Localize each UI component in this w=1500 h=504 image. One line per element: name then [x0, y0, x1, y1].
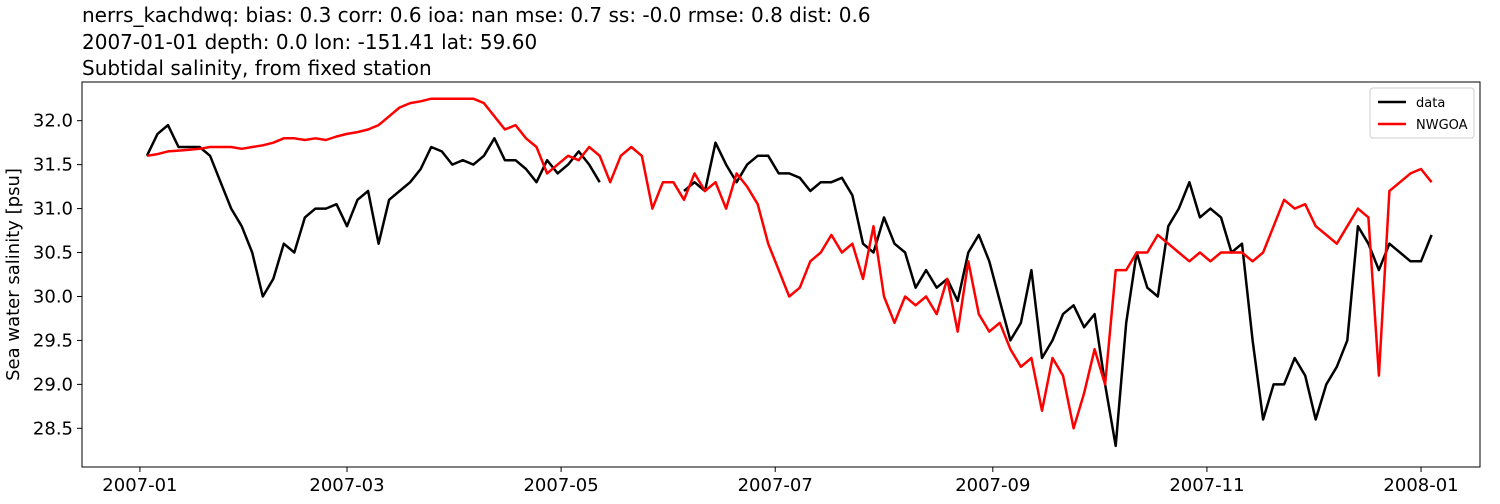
- y-tick-label: 29.0: [33, 374, 73, 395]
- plot-frame: [81, 81, 1481, 468]
- x-tick-label: 2007-03: [309, 475, 384, 496]
- y-tick-label: 31.5: [33, 155, 73, 176]
- y-tick-label: 32.0: [33, 111, 73, 132]
- x-tick-label: 2007-01: [102, 475, 177, 496]
- x-tick-label: 2007-07: [738, 475, 813, 496]
- y-tick-label: 30.0: [33, 286, 73, 307]
- x-tick-label: 2007-05: [523, 475, 598, 496]
- data-line: [146, 97, 1433, 430]
- y-tick-label: 31.0: [33, 199, 73, 220]
- x-tick-label: 2007-11: [1169, 475, 1244, 496]
- y-tick-label: 30.5: [33, 243, 73, 264]
- legend-box: [1369, 87, 1475, 139]
- y-tick-label: 28.5: [33, 418, 73, 439]
- chart-title-line: Subtidal salinity, from fixed station: [82, 56, 432, 80]
- y-axis-label: Sea water salinity [psu]: [3, 168, 24, 381]
- x-tick-label: 2007-09: [955, 475, 1030, 496]
- legend-label: data: [1416, 96, 1445, 111]
- chart-title-line: nerrs_kachdwq: bias: 0.3 corr: 0.6 ioa: …: [82, 3, 871, 27]
- legend-label: NWGOA: [1416, 118, 1468, 133]
- data-line: [145, 123, 1433, 448]
- y-tick-label: 29.5: [33, 330, 73, 351]
- chart-title-line: 2007-01-01 depth: 0.0 lon: -151.41 lat: …: [82, 30, 537, 54]
- x-tick-label: 2008-01: [1383, 475, 1458, 496]
